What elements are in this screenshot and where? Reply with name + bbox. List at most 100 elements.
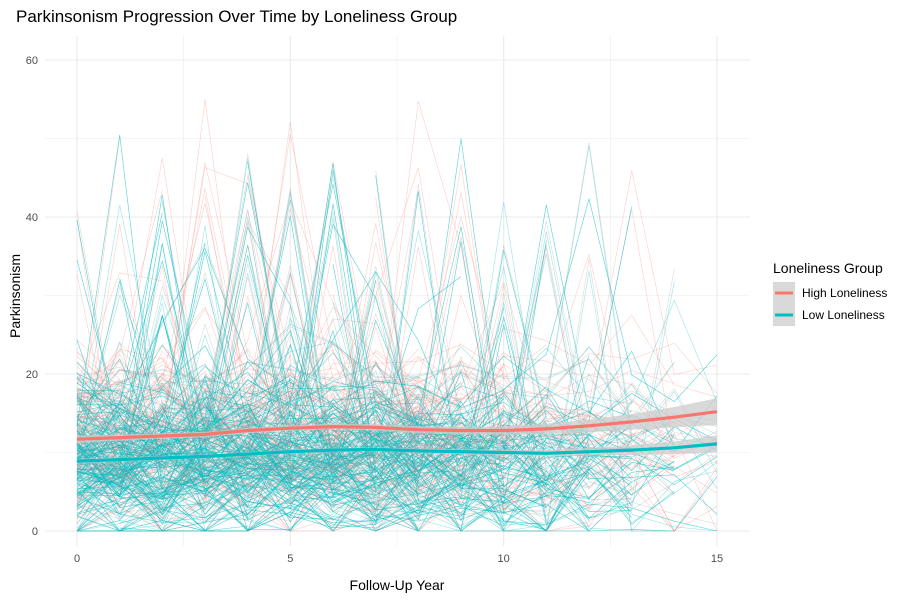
trajectory-line [76,211,376,401]
trajectory-line [76,362,462,468]
trajectory-line [76,163,504,487]
trajectory-line [76,440,291,489]
trajectory-line [76,404,334,469]
trajectory-line [247,306,590,411]
trajectory-line [375,170,547,492]
trajectory-line [76,451,206,509]
trajectory-line [332,469,419,490]
trajectory-line [76,427,419,491]
trajectory-line [332,453,376,465]
trajectory-line [76,361,291,453]
trajectory-line [76,421,590,531]
trajectory-line [247,469,291,471]
trajectory-line [76,439,632,516]
trajectory-line [76,475,206,514]
trajectory-line [76,436,206,473]
x-axis-label: Follow-Up Year [350,577,445,593]
trajectory-line [76,308,248,421]
trajectory-line [119,397,547,496]
trajectory-line [76,208,334,427]
trajectory-line [76,461,120,504]
trajectory-line [76,449,376,506]
trajectory-line [76,427,419,509]
trajectory-line [119,419,248,487]
trajectory-line [76,378,120,409]
trajectory-line [76,134,376,494]
trajectory-line [162,191,675,526]
trajectory-line [76,355,632,518]
legend-item-low-loneliness: Low Loneliness [773,304,885,326]
trajectory-line [76,400,462,463]
trajectory-line [76,245,590,507]
trajectory-line [375,435,632,505]
trajectory-line [162,183,504,457]
trajectory-line [76,400,163,473]
trajectory-line [76,426,590,484]
trajectory-line [76,352,590,447]
trajectory-line [76,314,206,498]
trajectory-line [76,301,504,522]
trajectory-line [162,376,419,472]
trajectory-line [375,362,504,445]
trajectory-line [76,485,291,532]
trajectory-line [204,161,590,466]
trajectory-line [76,371,547,473]
trajectory-line [119,410,291,499]
trajectory-line [162,398,632,487]
trajectory-line [76,408,291,435]
trajectory-line [76,408,547,504]
trajectory-line [76,422,419,507]
trajectory-line [76,452,248,499]
trajectory-line [290,451,632,530]
trajectory-line [247,393,504,487]
trajectory-line [162,184,675,513]
y-axis-ticks: 0 20 40 60 [26,55,38,538]
trajectory-line [76,352,419,453]
trajectory-line [76,424,590,525]
trajectory-line [332,434,590,523]
trajectory-line [290,476,718,532]
trajectory-line [76,432,632,504]
trajectory-line [76,473,291,530]
trajectory-line [204,362,547,512]
trajectory-line [162,145,675,477]
trajectory-line [76,464,163,491]
trajectory-line [76,324,718,532]
trajectory-line [76,349,675,440]
trajectory-line [76,372,248,466]
trajectory-line [76,361,504,441]
trajectory-line [76,445,334,520]
trajectory-line [290,417,419,503]
trajectory-line [76,476,248,532]
trajectory-line [76,220,675,497]
trajectory-line [247,390,504,477]
trajectory-line [247,374,291,388]
individual-trajectories [76,99,718,532]
trajectory-line [76,360,248,433]
trajectory-line [76,158,462,455]
trajectory-line [76,382,248,441]
trajectory-line [76,475,334,531]
trajectory-line [162,191,675,526]
trajectory-line [247,445,419,530]
trajectory-line [76,360,462,472]
trajectory-line [247,420,718,499]
trajectory-line [76,326,675,419]
trajectory-line [247,448,376,522]
trajectory-line [204,406,675,509]
trajectory-line [76,379,376,465]
trajectory-line [76,415,675,519]
trajectory-line [76,453,590,532]
trajectory-line [76,280,376,496]
trajectory-line [76,380,248,435]
trajectory-line [76,455,248,520]
trajectory-line [76,399,163,425]
trajectory-line [247,302,547,530]
trajectory-line [76,259,504,440]
trajectory-line [76,394,163,449]
trajectory-line [204,470,632,532]
trajectory-line [76,428,163,508]
trajectory-line [247,473,291,515]
trajectory-line [76,431,206,516]
